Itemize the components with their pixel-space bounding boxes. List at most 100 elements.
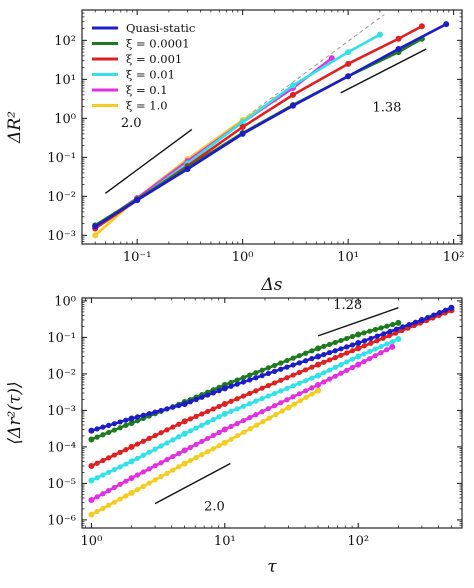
sample-marker-0-001 xyxy=(158,430,164,436)
sample-marker-0-001 xyxy=(193,413,199,420)
minor-ticks xyxy=(82,298,463,529)
sample-marker-0-01 xyxy=(146,449,152,455)
sample-marker-1-0 xyxy=(158,473,164,480)
data-point-0-0001 xyxy=(315,345,322,352)
data-point-0-0001 xyxy=(128,420,135,427)
sample-marker-0-1 xyxy=(338,370,344,376)
sample-marker-1-0 xyxy=(94,508,100,515)
sample-marker-0-001 xyxy=(368,340,374,346)
sample-marker-quasi-static xyxy=(117,419,123,425)
sample-marker-0-1 xyxy=(134,472,141,478)
sample-marker-0-0001 xyxy=(372,326,379,333)
sample-marker-0-1 xyxy=(193,441,199,448)
sample-marker-0-01 xyxy=(111,467,117,473)
sample-marker-0-0001 xyxy=(253,370,259,376)
data-point-1-0 xyxy=(92,232,99,239)
top-panel: 10⁻¹ 10⁰ 10¹ 10² 10⁻³ 10⁻² 10⁻¹ 10⁰ 10¹ 10² Δs ΔR² 2… xyxy=(5,9,465,295)
x-tick-label: 10¹ xyxy=(337,250,359,265)
data-point-0-1 xyxy=(221,426,228,433)
sample-marker-0-01 xyxy=(338,362,344,368)
sample-marker-0-01 xyxy=(193,425,199,431)
sample-marker-1-0 xyxy=(146,480,152,486)
sample-marker-0-0001 xyxy=(326,341,333,348)
sample-marker-0-1 xyxy=(309,385,315,391)
minor-ticks xyxy=(81,9,462,245)
sample-marker-0-001 xyxy=(187,416,193,422)
data-point-0-001 xyxy=(395,35,402,42)
data-point-0-01 xyxy=(345,49,352,56)
sample-marker-0-01 xyxy=(152,446,158,452)
data-point-quasi-static xyxy=(239,130,246,137)
sample-marker-0-01 xyxy=(303,378,309,384)
sample-marker-quasi-static xyxy=(146,411,152,417)
sample-marker-0-1 xyxy=(228,423,234,430)
sample-marker-0-01 xyxy=(228,408,234,414)
sample-marker-0-1 xyxy=(117,481,123,487)
x-tick-label: 10⁰ xyxy=(81,534,103,549)
sample-marker-0-1 xyxy=(271,403,278,409)
sample-marker-0-1 xyxy=(140,469,146,475)
data-point-quasi-static xyxy=(221,385,228,392)
sample-marker-0-01 xyxy=(176,434,182,440)
slope-label-1-28: 1.28 xyxy=(333,298,362,313)
sample-marker-quasi-static xyxy=(140,412,146,418)
data-point-1-0 xyxy=(181,460,188,467)
sample-marker-0-0001 xyxy=(321,343,327,349)
data-point-0-001 xyxy=(289,91,296,98)
sample-marker-0-001 xyxy=(386,333,392,339)
sample-marker-0-0001 xyxy=(111,427,117,433)
y-tick-label: 10⁻³ xyxy=(47,229,76,244)
sample-marker-0-0001 xyxy=(247,372,253,378)
sample-marker-0-0001 xyxy=(240,374,247,381)
sample-marker-quasi-static xyxy=(309,356,315,362)
sample-marker-1-0 xyxy=(254,422,260,428)
data-point-0-001 xyxy=(239,124,246,130)
sample-marker-1-0 xyxy=(152,477,158,483)
sample-marker-1-0 xyxy=(176,464,182,470)
sample-marker-0-1 xyxy=(383,347,390,353)
sample-marker-1-0 xyxy=(241,429,247,435)
data-point-0-001 xyxy=(355,345,362,352)
sample-marker-0-01 xyxy=(321,370,327,376)
sample-marker-0-01 xyxy=(187,428,193,434)
data-point-quasi-static xyxy=(134,197,141,204)
sample-marker-0-1 xyxy=(265,406,271,412)
sample-marker-quasi-static xyxy=(278,366,284,372)
sample-marker-0-001 xyxy=(344,350,350,356)
data-point-0-001 xyxy=(418,23,425,30)
sample-marker-0-01 xyxy=(106,469,112,475)
data-point-0-1 xyxy=(315,381,322,388)
y-tick-label: 10⁻¹ xyxy=(47,331,76,346)
data-point-0-1 xyxy=(128,475,135,482)
sample-marker-quasi-static xyxy=(152,409,158,415)
sample-marker-0-1 xyxy=(259,409,265,415)
sample-marker-0-001 xyxy=(290,372,296,378)
data-point-0-001 xyxy=(221,400,228,407)
sample-marker-0-001 xyxy=(228,398,234,404)
sample-marker-0-0001 xyxy=(349,333,356,340)
sample-marker-0-01 xyxy=(372,346,379,352)
sample-marker-0-001 xyxy=(152,432,158,439)
sample-marker-0-1 xyxy=(361,359,367,365)
sample-marker-0-01 xyxy=(199,422,205,428)
sample-marker-0-1 xyxy=(94,494,100,500)
sample-marker-quasi-static xyxy=(100,424,106,430)
sample-marker-0-01 xyxy=(216,414,222,420)
sample-marker-quasi-static xyxy=(228,383,234,389)
sample-marker-quasi-static xyxy=(216,388,222,394)
x-tick-label: 10² xyxy=(443,250,465,265)
sample-marker-0-1 xyxy=(253,412,259,418)
data-point-1-0 xyxy=(285,404,292,411)
sample-marker-quasi-static xyxy=(187,399,193,405)
sample-marker-0-001 xyxy=(380,335,386,341)
y-tick-label: 10⁻¹ xyxy=(47,151,76,166)
sample-marker-0-01 xyxy=(134,455,141,461)
sample-marker-1-0 xyxy=(234,433,241,439)
sample-marker-quasi-static xyxy=(106,422,112,428)
sample-marker-1-0 xyxy=(260,418,266,425)
sample-marker-0-01 xyxy=(326,367,333,373)
sample-marker-0-001 xyxy=(271,380,278,386)
sample-marker-quasi-static xyxy=(158,407,164,414)
y-tick-label: 10⁻² xyxy=(47,190,76,205)
y-tick-label: 10⁰ xyxy=(54,112,76,127)
